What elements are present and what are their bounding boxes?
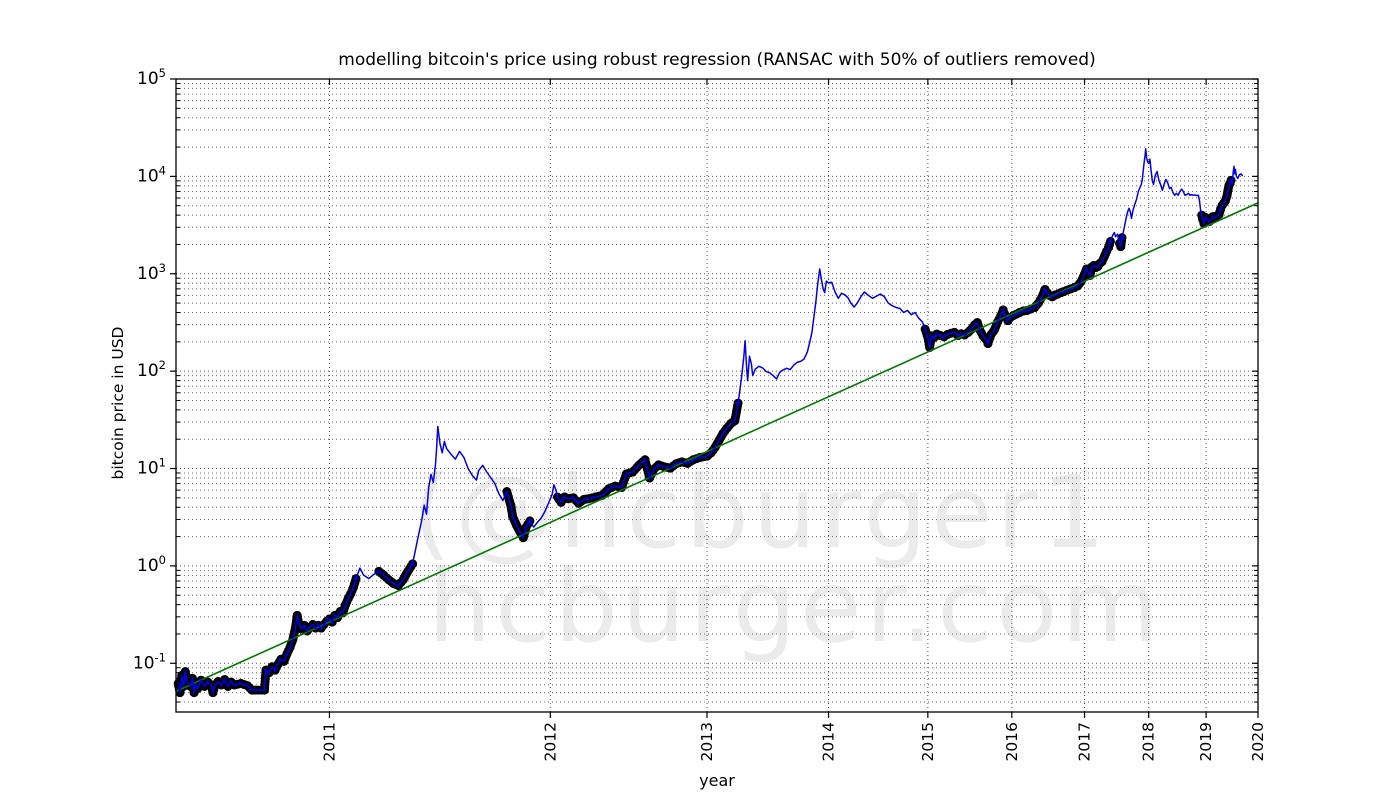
x-tick-label: 2020 [1249, 722, 1267, 761]
y-tick-label: 105 [137, 66, 166, 89]
price-line [177, 148, 1244, 694]
x-tick-label: 2016 [1003, 722, 1021, 761]
x-axis-label: year [699, 771, 735, 790]
y-tick-label: 10-1 [133, 650, 166, 673]
x-tick-label: 2019 [1197, 722, 1215, 761]
watermark-line1: (@hcburger1 [412, 454, 1110, 571]
x-tick-label: 2018 [1140, 722, 1158, 761]
chart-title: modelling bitcoin's price using robust r… [338, 50, 1096, 70]
x-tick-label: 2013 [698, 722, 716, 761]
x-tick-label: 2015 [919, 722, 937, 761]
x-tick-label: 2014 [820, 722, 838, 761]
y-tick-label: 100 [137, 553, 166, 576]
y-tick-label: 103 [137, 261, 166, 284]
y-tick-label: 104 [137, 163, 166, 186]
y-tick-label: 102 [137, 358, 166, 381]
y-tick-label: 101 [137, 456, 166, 479]
y-axis-label: bitcoin price in USD [109, 326, 127, 480]
plot-border [175, 78, 1259, 713]
regression-line [175, 202, 1259, 693]
x-tick-label: 2017 [1076, 722, 1094, 761]
x-tick-label: 2012 [541, 722, 559, 761]
x-tick-label: 2011 [320, 722, 338, 761]
